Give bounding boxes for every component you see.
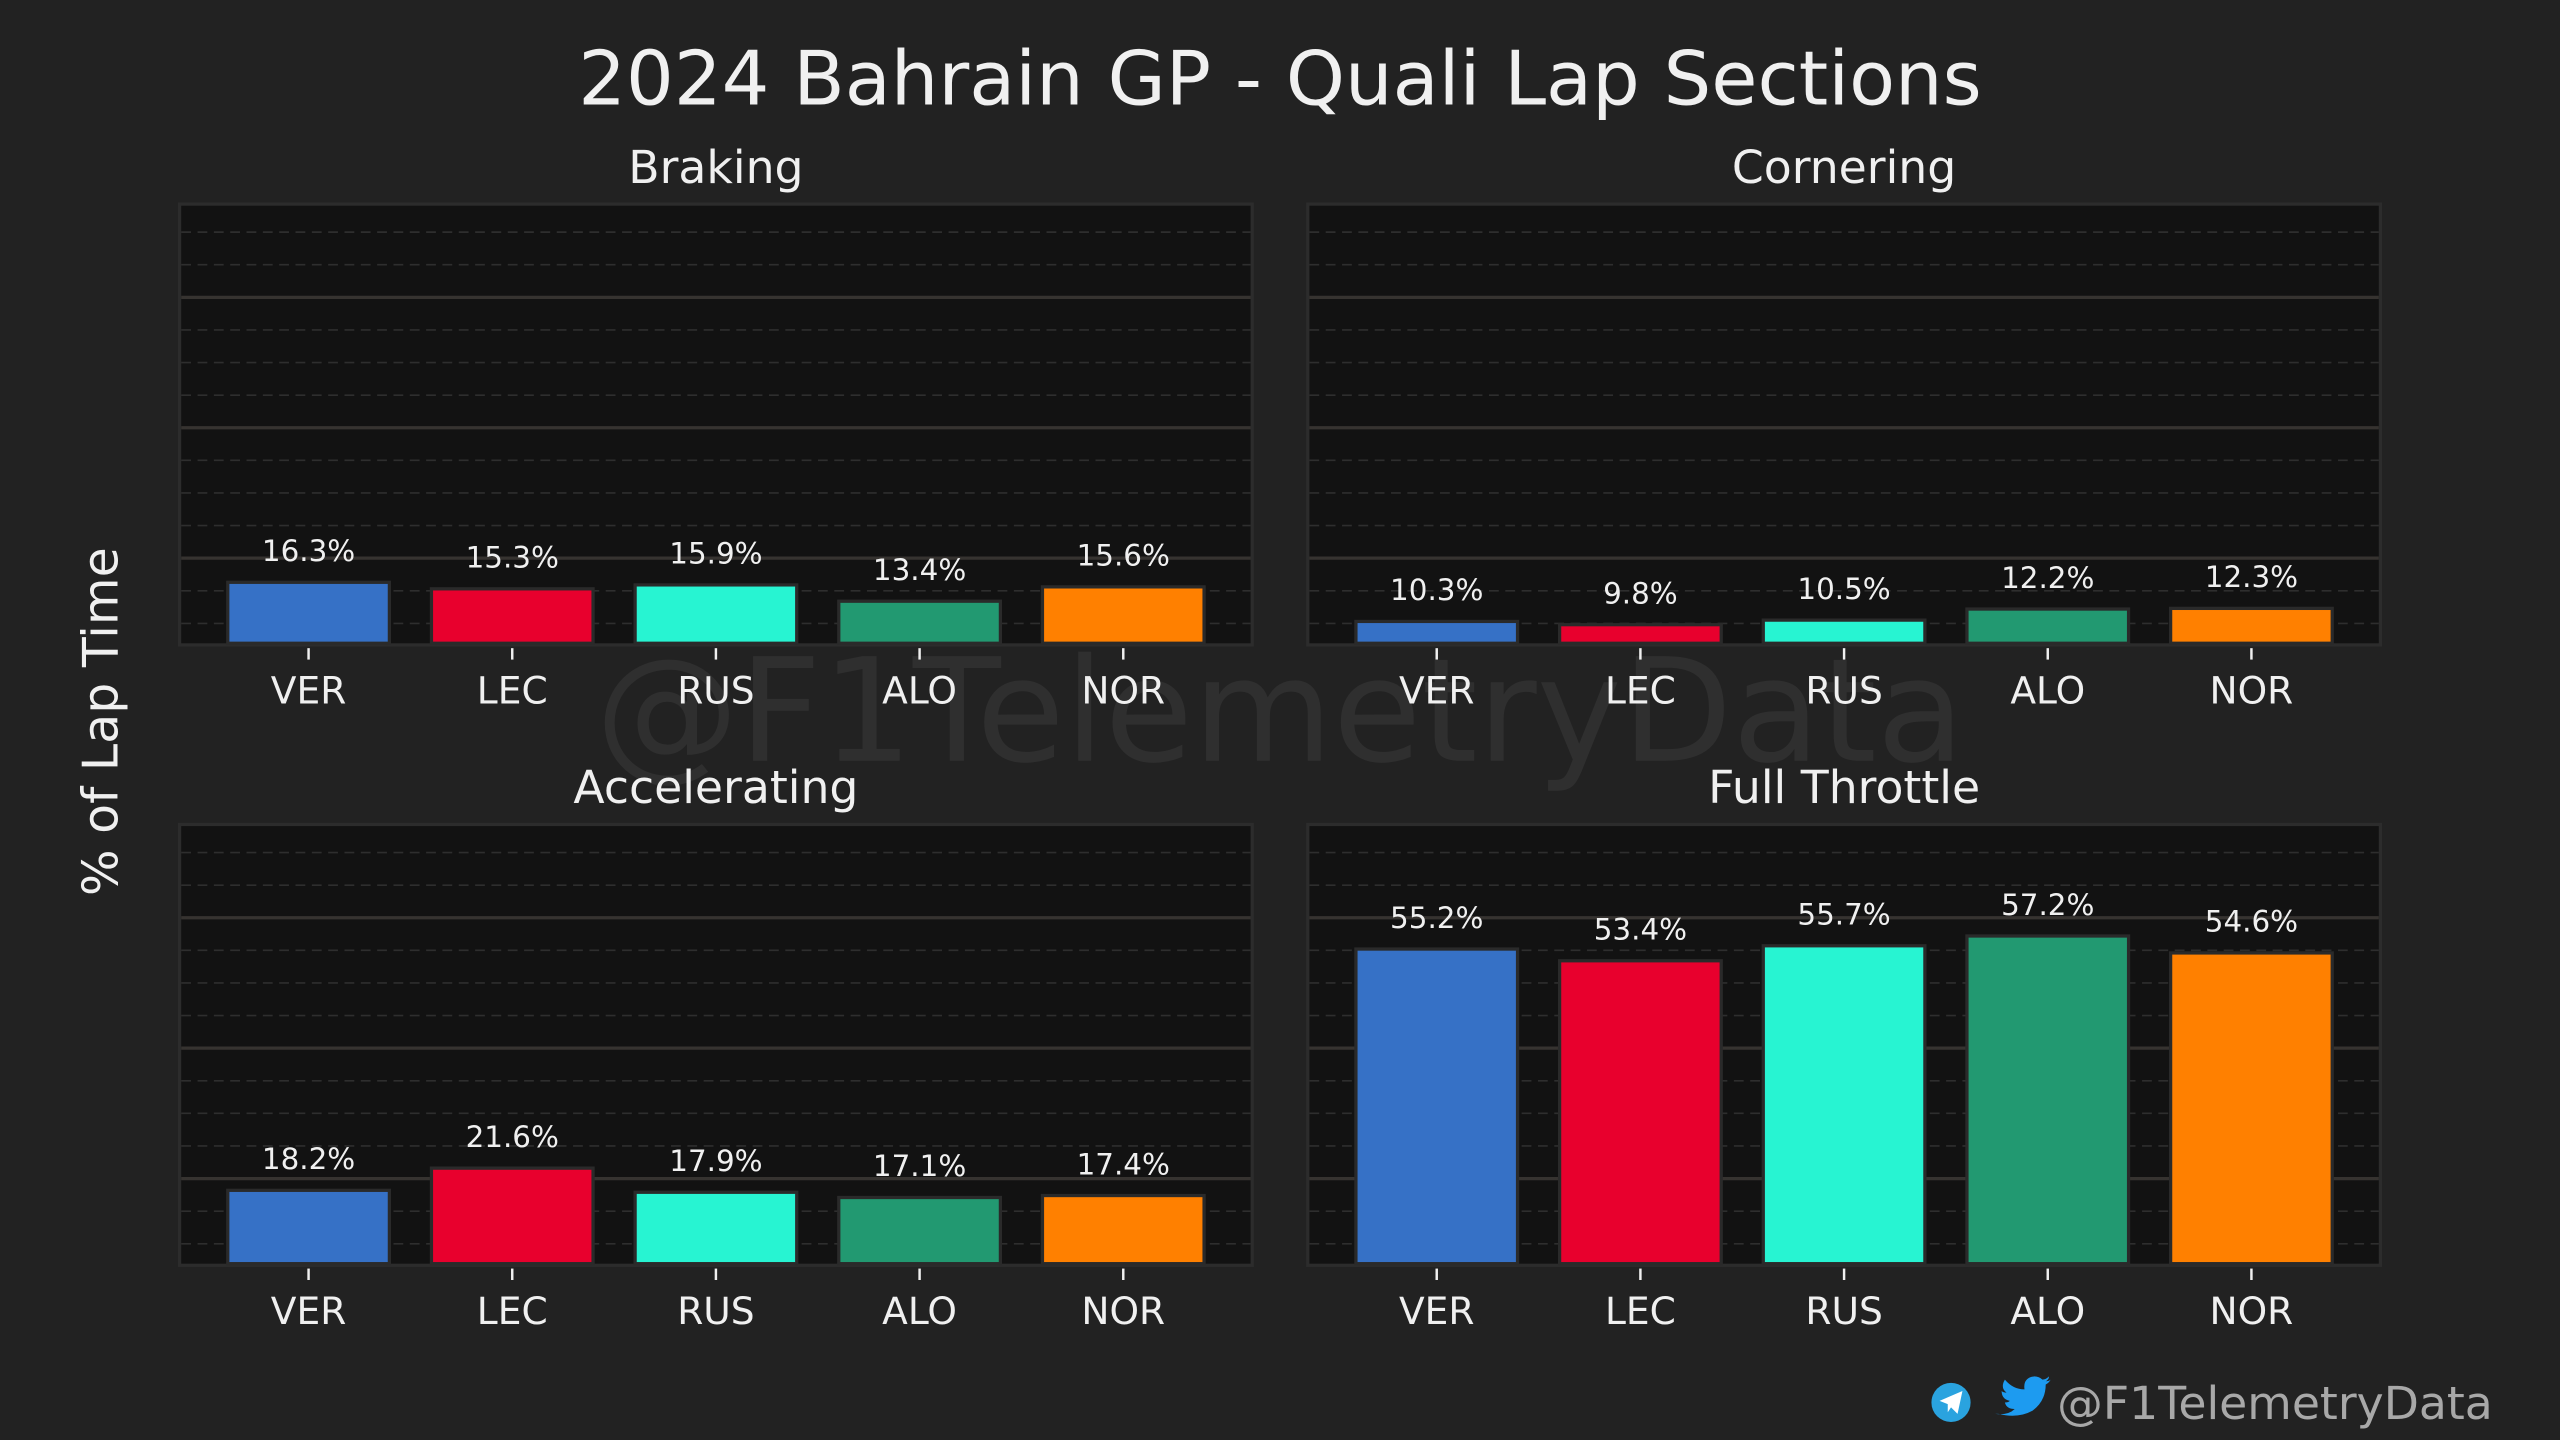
data-label: 55.7% (1797, 898, 1890, 932)
bar-ver (1354, 619, 1520, 645)
data-label: 13.4% (873, 553, 966, 587)
bar-ver (226, 580, 392, 645)
x-tick-label: ALO (2010, 669, 2085, 713)
data-label: 16.3% (262, 534, 355, 568)
data-label: 12.2% (2001, 561, 2094, 595)
plot-area (1306, 202, 2383, 647)
data-label: 17.4% (1077, 1147, 1170, 1181)
x-tick-label: NOR (1081, 669, 1165, 713)
data-label: 17.1% (873, 1149, 966, 1183)
telegram-icon (1931, 1382, 1971, 1423)
panel-title: Cornering (1732, 141, 1956, 194)
data-label: 12.3% (2205, 560, 2298, 594)
bar-lec (429, 1166, 595, 1266)
panel-title: Braking (628, 141, 803, 194)
bar-ver (1354, 947, 1520, 1266)
data-label: 9.8% (1603, 576, 1678, 610)
x-tick-label: ALO (882, 1289, 957, 1333)
data-label: 21.6% (466, 1120, 559, 1154)
x-tick-label: VER (1399, 1289, 1475, 1333)
bar-rus (1761, 618, 1927, 645)
x-tick-label: VER (271, 669, 347, 713)
bar-rus (633, 1190, 799, 1266)
x-tick-label: LEC (477, 669, 548, 713)
data-label: 55.2% (1390, 901, 1483, 935)
bar-nor (2168, 606, 2334, 645)
bar-ver (226, 1188, 392, 1266)
x-tick-label: ALO (882, 669, 957, 713)
x-tick-label: NOR (2210, 1289, 2294, 1333)
panel-braking: Braking 16.3% VER 15.3% LEC 15.9% RUS 13.4% ALO 1… (177, 141, 1254, 713)
chart-title: 2024 Bahrain GP - Quali Lap Sections (578, 34, 1981, 122)
data-label: 15.6% (1077, 539, 1170, 573)
data-label: 17.9% (669, 1144, 762, 1178)
panel-full-throttle: Full Throttle 55.2% VER 53.4% LEC 55.7% RUS 57.… (1306, 761, 2383, 1333)
panel-title: Accelerating (573, 761, 858, 814)
bar-rus (1761, 944, 1927, 1266)
x-tick-label: LEC (1605, 669, 1676, 713)
data-label: 15.9% (669, 537, 762, 571)
data-label: 54.6% (2205, 905, 2298, 939)
x-tick-label: VER (271, 1289, 347, 1333)
bar-lec (1557, 623, 1723, 645)
bar-alo (837, 1195, 1003, 1266)
x-tick-label: NOR (1081, 1289, 1165, 1333)
watermark: @F1TelemetryData (595, 628, 1964, 795)
panel-title: Full Throttle (1708, 761, 1980, 814)
bar-alo (1965, 934, 2131, 1266)
y-axis-label: % of Lap Time (73, 547, 130, 896)
x-tick-label: RUS (1805, 669, 1882, 713)
x-tick-label: NOR (2210, 669, 2294, 713)
bar-lec (1557, 959, 1723, 1266)
data-label: 15.3% (466, 541, 559, 575)
panel-accelerating: Accelerating 18.2% VER 21.6% LEC 17.9% RUS 17.1… (177, 761, 1254, 1333)
data-label: 10.3% (1390, 573, 1483, 607)
data-label: 10.5% (1797, 572, 1890, 606)
bar-lec (429, 587, 595, 645)
data-label: 53.4% (1594, 913, 1687, 947)
bar-rus (633, 583, 799, 645)
bar-nor (1040, 585, 1206, 645)
x-tick-label: RUS (677, 669, 754, 713)
bar-nor (1040, 1193, 1206, 1266)
x-tick-label: LEC (477, 1289, 548, 1333)
footer: @F1TelemetryData (1931, 1376, 2493, 1430)
x-tick-label: RUS (677, 1289, 754, 1333)
plot-area (177, 202, 1254, 647)
x-tick-label: LEC (1605, 1289, 1676, 1333)
footer-handle: @F1TelemetryData (2057, 1377, 2493, 1430)
bar-nor (2168, 951, 2334, 1266)
x-tick-label: ALO (2010, 1289, 2085, 1333)
x-tick-label: VER (1399, 669, 1475, 713)
x-tick-label: RUS (1805, 1289, 1882, 1333)
panel-cornering: Cornering 10.3% VER 9.8% LEC 10.5% RUS 12.2% ALO… (1306, 141, 2383, 713)
bar-alo (837, 599, 1003, 645)
data-label: 18.2% (262, 1142, 355, 1176)
data-label: 57.2% (2001, 888, 2094, 922)
bar-alo (1965, 607, 2131, 645)
twitter-icon (1995, 1376, 2051, 1416)
